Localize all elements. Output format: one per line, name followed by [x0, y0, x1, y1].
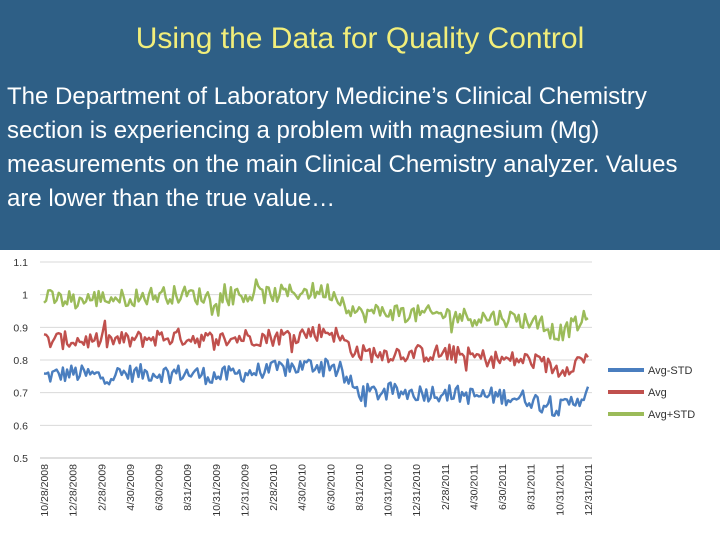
legend-label: Avg+STD: [648, 409, 695, 421]
x-tick-label: 4/30/2009: [125, 464, 137, 511]
x-tick-label: 6/30/2010: [325, 464, 337, 511]
qc-line-chart: 1.1 1 0.9 0.8 0.7 0.6 0.5 10/28/2008 12/28/2008 2…: [13, 257, 695, 517]
series-line-avg-std: [43, 357, 590, 417]
qc-chart-panel: 1.1 1 0.9 0.8 0.7 0.6 0.5 10/28/2008 12/28/2008 2…: [0, 250, 720, 540]
x-tick-label: 12/31/2011: [583, 464, 595, 516]
legend-label: Avg-STD: [648, 365, 692, 377]
x-tick-label: 12/31/2010: [411, 464, 423, 517]
slide-title: Using the Data for Quality Control: [135, 22, 585, 55]
y-tick-label: 0.8: [13, 355, 28, 367]
y-tick-label: 0.5: [13, 453, 28, 465]
x-tick-label: 8/31/2011: [526, 464, 538, 510]
x-tick-label: 12/31/2009: [239, 464, 251, 517]
x-tick-label: 2/28/2010: [268, 464, 280, 511]
x-tick-label: 2/28/2011: [440, 464, 452, 510]
legend-label: Avg: [648, 387, 667, 399]
x-tick-label: 2/28/2009: [96, 464, 108, 511]
x-tick-label: 10/31/2010: [383, 464, 395, 517]
x-tick-label: 4/30/2010: [297, 464, 309, 511]
x-tick-label: 12/28/2008: [68, 464, 80, 517]
y-tick-label: 1: [22, 290, 28, 302]
series-line-avg-std: [43, 278, 589, 342]
y-tick-label: 0.9: [13, 322, 28, 334]
x-tick-label: 4/30/2011: [468, 464, 480, 510]
x-tick-label: 6/30/2009: [154, 464, 166, 511]
series-line-avg: [43, 319, 589, 378]
x-tick-label: 6/30/2011: [497, 464, 509, 510]
y-tick-label: 0.6: [13, 420, 28, 432]
y-tick-label: 1.1: [13, 257, 28, 269]
x-tick-label: 8/31/2009: [182, 464, 194, 511]
x-tick-label: 8/31/2010: [354, 464, 366, 511]
x-tick-label: 10/28/2008: [39, 464, 51, 517]
x-tick-label: 10/31/2011: [554, 464, 566, 516]
slide-body-text: The Department of Laboratory Medicine’s …: [7, 83, 678, 212]
x-tick-label: 10/31/2009: [211, 464, 223, 517]
y-tick-label: 0.7: [13, 388, 28, 400]
